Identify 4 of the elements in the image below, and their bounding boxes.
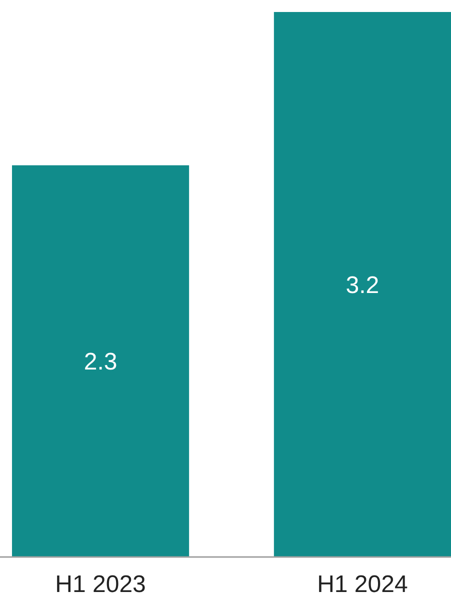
data-label: 2.3: [84, 348, 118, 376]
x-tick-label: H1 2023: [55, 571, 146, 598]
data-label: 3.2: [346, 272, 380, 299]
x-tick-label: H1 2024: [317, 571, 408, 598]
